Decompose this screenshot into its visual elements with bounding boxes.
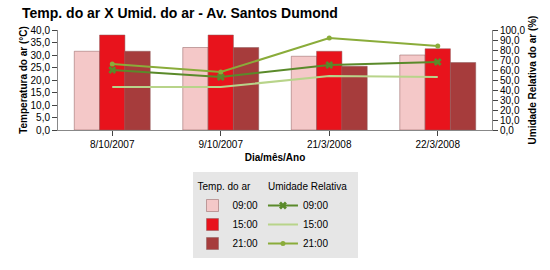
svg-text:Temp. do ar: Temp. do ar: [198, 181, 251, 192]
svg-text:Temp. do ar X Umid. do ar - Av: Temp. do ar X Umid. do ar - Av. Santos D…: [22, 5, 338, 21]
svg-text:0,0: 0,0: [500, 125, 514, 136]
svg-text:70,0: 70,0: [500, 55, 520, 66]
svg-text:21/3/2008: 21/3/2008: [307, 139, 352, 150]
svg-text:100,0: 100,0: [500, 25, 525, 36]
svg-text:25,0: 25,0: [31, 62, 51, 73]
svg-text:09:00: 09:00: [303, 200, 328, 211]
svg-text:40,0: 40,0: [31, 25, 51, 36]
svg-text:30,0: 30,0: [31, 50, 51, 61]
svg-text:9/10/2007: 9/10/2007: [199, 139, 244, 150]
svg-text:35,0: 35,0: [31, 37, 51, 48]
svg-text:21:00: 21:00: [233, 238, 258, 249]
svg-text:15:00: 15:00: [233, 219, 258, 230]
svg-text:50,0: 50,0: [500, 75, 520, 86]
svg-text:80,0: 80,0: [500, 45, 520, 56]
svg-text:20,0: 20,0: [500, 105, 520, 116]
svg-text:60,0: 60,0: [500, 65, 520, 76]
svg-text:30,0: 30,0: [500, 95, 520, 106]
svg-text:22/3/2008: 22/3/2008: [416, 139, 461, 150]
svg-text:20,0: 20,0: [31, 75, 51, 86]
svg-text:10,0: 10,0: [31, 100, 51, 111]
svg-text:Umidade Relativa do ar (%): Umidade Relativa do ar (%): [527, 16, 538, 145]
svg-text:10,0: 10,0: [500, 115, 520, 126]
svg-text:Dia/mês/Ano: Dia/mês/Ano: [245, 152, 306, 163]
svg-text:8/10/2007: 8/10/2007: [90, 139, 135, 150]
svg-text:Temperatura do ar (°C): Temperatura do ar (°C): [18, 26, 29, 134]
svg-text:Umidade Relativa: Umidade Relativa: [268, 181, 347, 192]
svg-text:15:00: 15:00: [303, 219, 328, 230]
svg-text:40,0: 40,0: [500, 85, 520, 96]
svg-text:5,0: 5,0: [36, 112, 50, 123]
svg-text:0,0: 0,0: [36, 125, 50, 136]
svg-text:09:00: 09:00: [233, 200, 258, 211]
svg-text:15,0: 15,0: [31, 87, 51, 98]
svg-text:90,0: 90,0: [500, 35, 520, 46]
svg-text:21:00: 21:00: [303, 238, 328, 249]
